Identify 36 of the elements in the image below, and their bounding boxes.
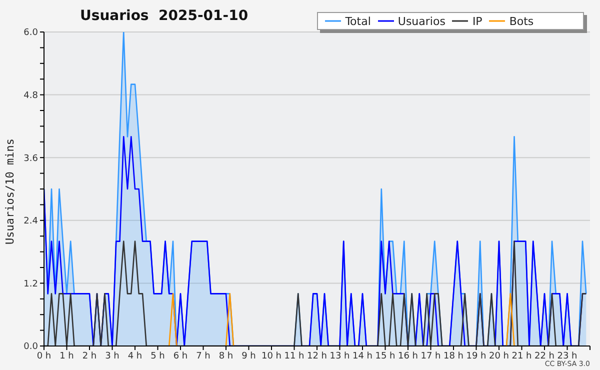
x-tick-label: 17 h bbox=[420, 351, 441, 362]
x-tick-label: 22 h bbox=[534, 351, 555, 362]
x-tick-label: 3 h bbox=[105, 351, 120, 362]
x-tick-label: 8 h bbox=[218, 351, 234, 362]
legend-label: IP bbox=[472, 14, 482, 28]
x-tick-label: 12 h bbox=[306, 351, 328, 362]
x-tick-label: 14 h bbox=[352, 351, 373, 362]
y-tick-label: 3.6 bbox=[24, 154, 38, 164]
y-tick-label: 0.0 bbox=[24, 342, 38, 352]
y-tick-label: 2.4 bbox=[24, 216, 38, 227]
legend-label: Total bbox=[345, 14, 371, 28]
legend-label: Bots bbox=[509, 14, 534, 28]
y-tick-label: 4.8 bbox=[24, 90, 38, 101]
x-tick-label: 16 h bbox=[398, 351, 418, 362]
x-tick-label: 15 h bbox=[375, 351, 396, 362]
x-tick-label: 4 h bbox=[128, 351, 142, 362]
y-axis-title: Usuarios/10 mins bbox=[4, 138, 16, 246]
x-tick-label: 19 h bbox=[466, 351, 486, 362]
x-tick-label: 2 h bbox=[82, 351, 97, 362]
x-tick-label: 1 h bbox=[60, 351, 74, 362]
x-tick-label: 9 h bbox=[242, 351, 256, 362]
x-tick-label: 6 h bbox=[173, 351, 188, 362]
x-tick-label: 21 h bbox=[512, 351, 532, 362]
y-tick-label: 1.2 bbox=[24, 279, 38, 290]
x-tick-label: 23 h bbox=[557, 351, 578, 362]
x-tick-label: 10 h bbox=[261, 351, 282, 362]
x-tick-label: 5 h bbox=[150, 351, 165, 362]
x-tick-label: 18 h bbox=[443, 351, 464, 362]
x-tick-label: 0 h bbox=[36, 351, 52, 362]
x-tick-label: 11 h bbox=[284, 351, 304, 362]
y-tick-label: 6.0 bbox=[24, 28, 38, 38]
chart-title: Usuarios 2025-01-10 bbox=[80, 8, 248, 24]
x-tick-label: 7 h bbox=[196, 351, 210, 362]
legend-label: Usuarios bbox=[398, 14, 446, 28]
x-tick-label: 13 h bbox=[330, 351, 350, 362]
x-tick-label: 20 h bbox=[488, 351, 510, 362]
